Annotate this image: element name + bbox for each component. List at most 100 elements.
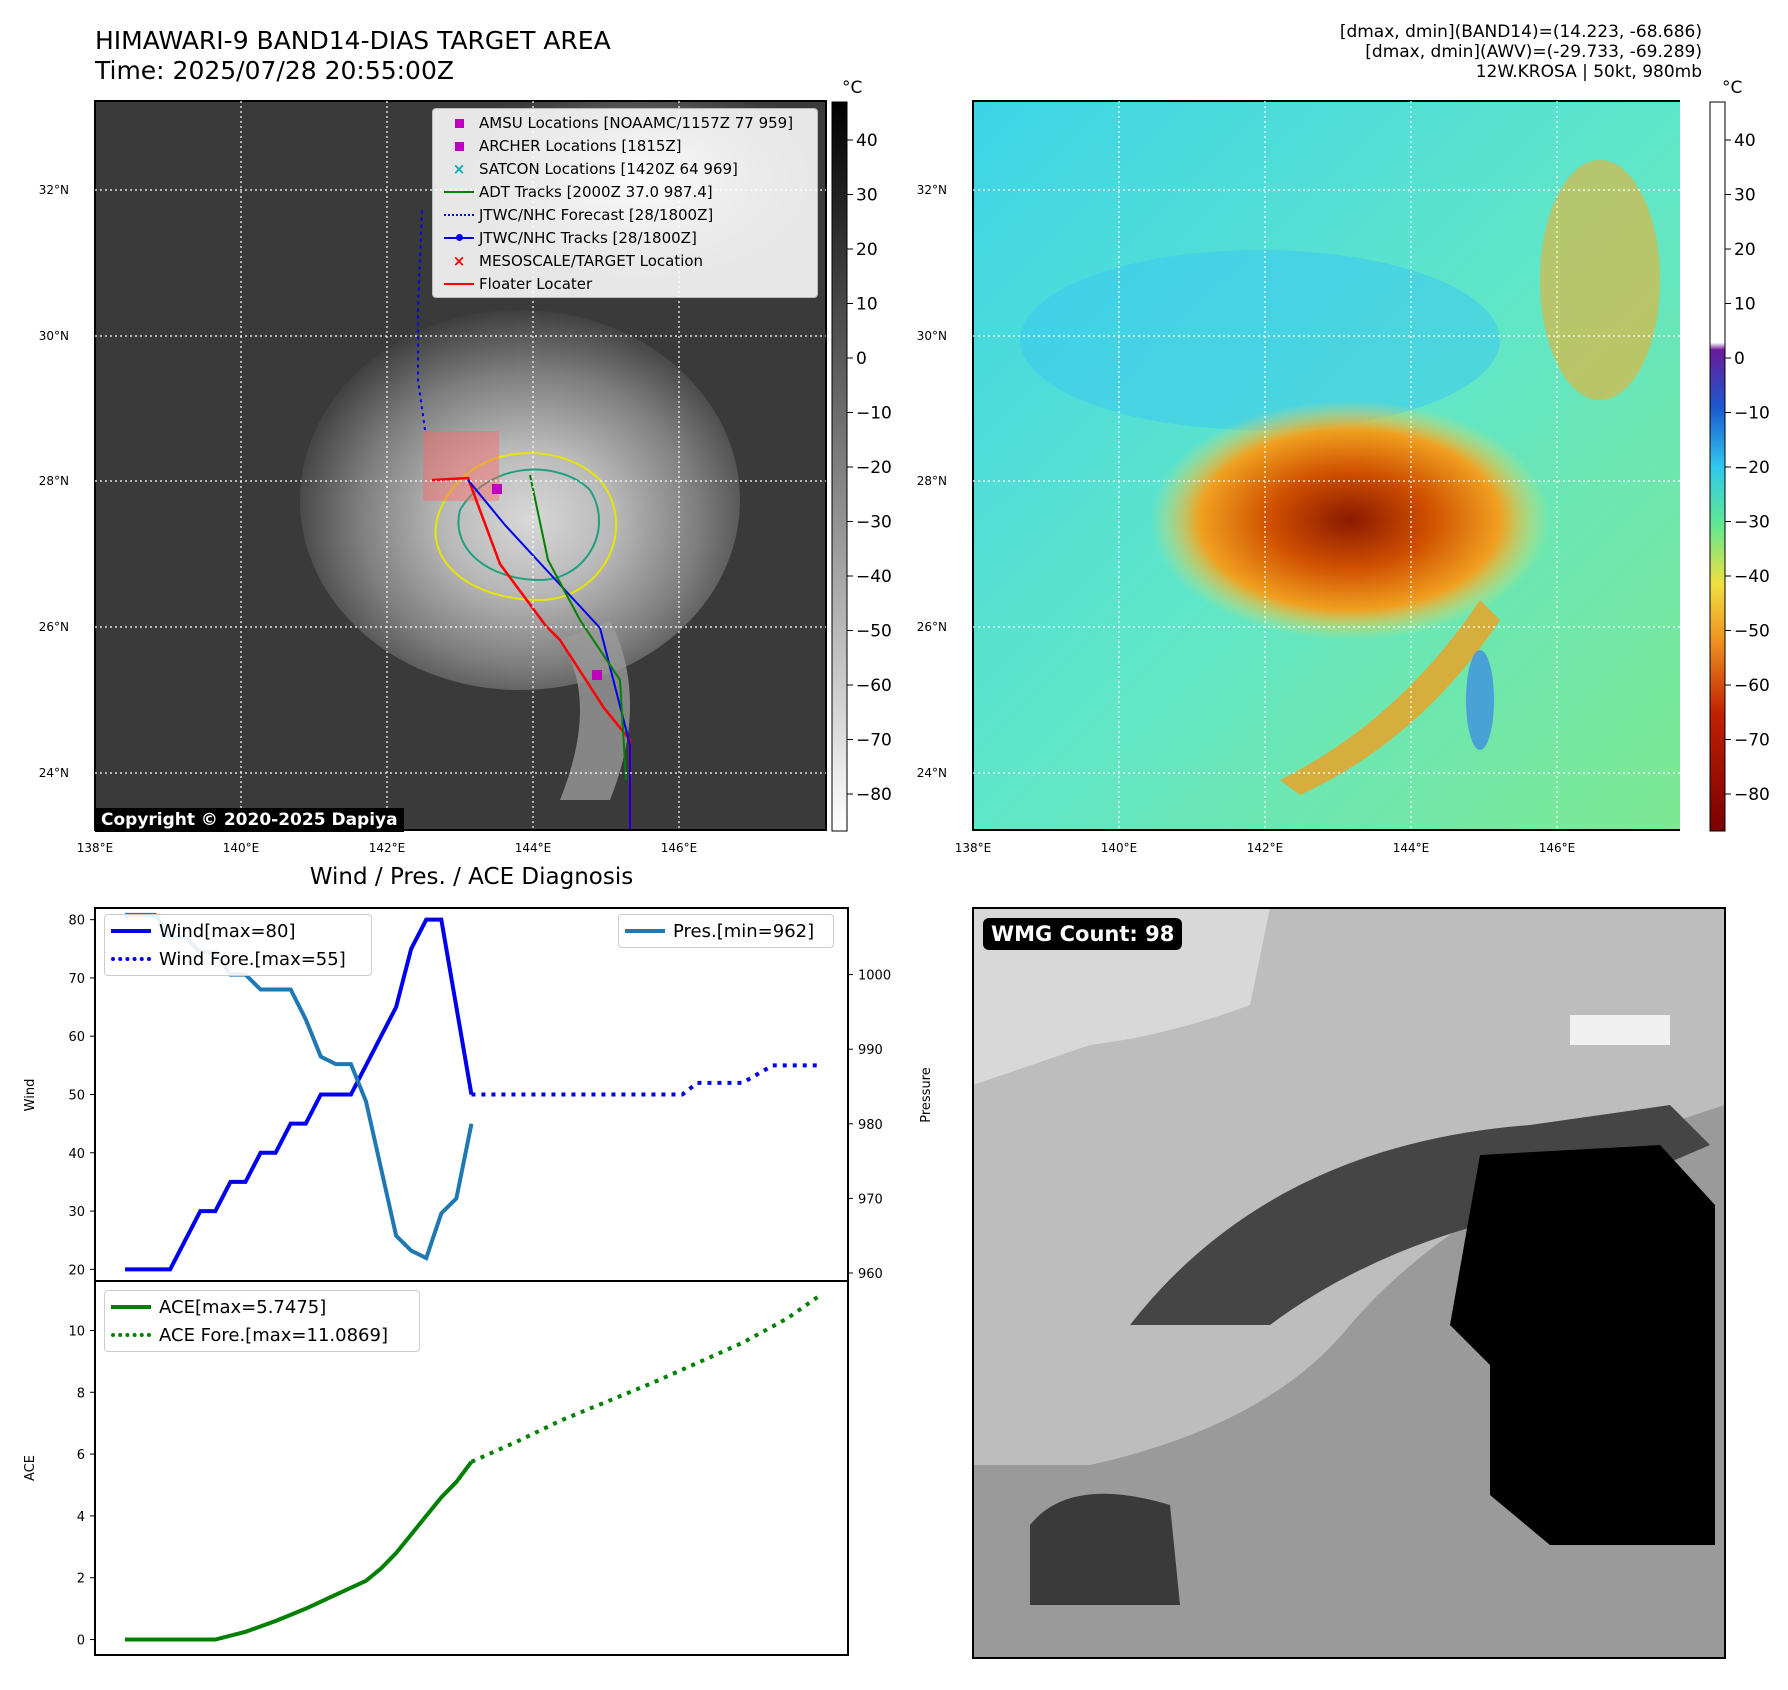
wmg-white-patch — [1570, 1015, 1670, 1045]
legend-marker-icon: × — [452, 159, 466, 178]
ir-contour-yellow — [434, 452, 618, 602]
header-info: [dmax, dmin](BAND14)=(14.223, -68.686) [… — [1102, 22, 1702, 82]
ace-ytick-label: 8 — [77, 1386, 85, 1401]
copyright-label: Copyright © 2020-2025 Dapiya — [95, 808, 404, 832]
cbar-right-tick-label: −90 — [1734, 840, 1770, 841]
series-line-wind — [125, 917, 474, 1272]
wind-ytick-label: 40 — [68, 1147, 85, 1162]
wmg-upper-lighter — [973, 908, 1270, 1085]
legend-label: ACE[max=5.7475] — [159, 1296, 327, 1318]
series-line-ace — [125, 1460, 474, 1642]
cbar-right-tick-label: −50 — [1734, 622, 1770, 642]
legend-marker-icon — [439, 183, 479, 201]
legend-label: Pres.[min=962] — [673, 920, 815, 942]
wind-legend-right: Pres.[min=962] — [618, 914, 834, 948]
legend-label: ACE Fore.[max=11.0869] — [159, 1324, 388, 1346]
awv-lon-label: 138°E — [955, 841, 992, 855]
awv-frame — [972, 100, 1680, 831]
ir-lat-label: 26°N — [39, 620, 69, 634]
wind-ytick-label: 80 — [68, 914, 85, 929]
wmg-count-label: WMG Count: 98 — [983, 918, 1183, 950]
series-line-ace-fore- — [470, 1295, 820, 1464]
cbar-left-tick-label: 10 — [856, 295, 878, 315]
info-line-3: 12W.KROSA | 50kt, 980mb — [1475, 62, 1702, 82]
adt-track — [529, 474, 627, 781]
ace-ytick-label: 4 — [77, 1510, 85, 1525]
legend-swatch-icon — [111, 1305, 151, 1309]
wind-yaxis-ticks: 20 30 40 50 60 70 80 — [68, 914, 95, 1278]
awv-lat-label: 28°N — [917, 474, 947, 488]
wind-ytick-label: 70 — [68, 972, 85, 987]
cbar-left-gradient — [831, 101, 848, 832]
cbar-right-tick-label: 40 — [1734, 131, 1756, 151]
cbar-left-tick-label: −40 — [856, 567, 892, 587]
legend-marker-icon — [439, 206, 479, 224]
legend-label: SATCON Locations [1420Z 64 969] — [479, 159, 738, 178]
awv-lon-label: 142°E — [1247, 841, 1284, 855]
legend-entry: ARCHER Locations [1815Z] — [439, 134, 811, 157]
pressure-ytick-label: 1000 — [858, 969, 891, 984]
legend-marker-icon: × — [452, 251, 466, 270]
cbar-left: 40 30 20 10 0 −10 −20 −30 −40 −50 −60 −70 −80 — [831, 101, 892, 832]
cbar-right-ticks: 40 30 20 10 0 −10 −20 −30 −40 −50 −60 −70 −80 −90 — [1725, 131, 1770, 840]
awv-dry-region — [1020, 250, 1500, 430]
ir-lat-label: 24°N — [39, 766, 69, 780]
cbar-right-tick-label: −40 — [1734, 567, 1770, 587]
floater-box — [423, 431, 499, 501]
cbar-right-unit: °C — [1722, 78, 1743, 98]
best-track — [467, 479, 631, 830]
cbar-right-gradient — [1709, 101, 1726, 832]
legend-label: Wind Fore.[max=55] — [159, 948, 346, 970]
legend-entry: Floater Locater — [439, 272, 811, 295]
ace-ytick-label: 6 — [77, 1448, 85, 1463]
archer-marker — [592, 670, 602, 680]
legend-swatch-icon — [111, 929, 151, 933]
cbar-left-tick-label: −80 — [856, 785, 892, 805]
ir-cloud-core — [300, 310, 740, 690]
cbar-left-tick-label: −70 — [856, 731, 892, 751]
pressure-legend-entry: Pres.[min=962] — [625, 917, 827, 945]
cbar-left-tick-label: −10 — [856, 404, 892, 424]
awv-lon-label: 144°E — [1393, 841, 1430, 855]
legend-swatch-icon — [111, 957, 151, 961]
forecast-track — [417, 209, 426, 431]
legend-entry: ADT Tracks [2000Z 37.0 987.4] — [439, 180, 811, 203]
ace-ytick-label: 2 — [77, 1572, 85, 1587]
cbar-left-tick-label: −20 — [856, 458, 892, 478]
diagnosis-title: Wind / Pres. / ACE Diagnosis — [309, 864, 634, 890]
legend-marker-icon — [439, 229, 479, 247]
pressure-ytick-label: 990 — [858, 1043, 883, 1058]
amsu-marker — [492, 484, 502, 494]
pressure-ytick-label: 980 — [858, 1118, 883, 1133]
ace-series-group — [125, 1295, 820, 1642]
info-line-1: [dmax, dmin](BAND14)=(14.223, -68.686) — [1339, 22, 1702, 42]
ir-lon-label: 138°E — [77, 841, 114, 855]
legend-label: ADT Tracks [2000Z 37.0 987.4] — [479, 182, 713, 201]
legend-label: ARCHER Locations [1815Z] — [479, 136, 682, 155]
awv-gridlines — [973, 101, 1680, 830]
floater-track — [431, 476, 632, 830]
wind-legend-left: Wind[max=80] Wind Fore.[max=55] — [104, 914, 372, 976]
wmg-frame — [972, 907, 1726, 1659]
wind-legend-entry: Wind Fore.[max=55] — [111, 945, 365, 973]
pressure-ylabel: Pressure — [919, 1067, 934, 1123]
wind-ylabel: Wind — [23, 1079, 38, 1112]
cbar-left-tick-label: −50 — [856, 622, 892, 642]
ir-lon-label: 146°E — [661, 841, 698, 855]
awv-storm-core — [1150, 400, 1550, 640]
cbar-right-tick-label: −10 — [1734, 404, 1770, 424]
legend-swatch-icon — [625, 929, 665, 933]
wmg-black-region — [1450, 1145, 1715, 1545]
awv-lat-label: 24°N — [917, 766, 947, 780]
legend-marker-icon — [439, 275, 479, 293]
ir-lat-label: 32°N — [39, 183, 69, 197]
cbar-left-tick-label: 30 — [856, 186, 878, 206]
ir-lon-labels: 138°E 140°E 142°E 144°E 146°E — [77, 841, 698, 855]
cbar-left-unit: °C — [842, 78, 863, 98]
ace-legend: ACE[max=5.7475] ACE Fore.[max=11.0869] — [104, 1290, 420, 1352]
legend-entry: JTWC/NHC Forecast [28/1800Z] — [439, 203, 811, 226]
ace-ylabel: ACE — [23, 1455, 38, 1481]
ir-contour-teal — [457, 468, 601, 582]
cbar-left-ticks: 40 30 20 10 0 −10 −20 −30 −40 −50 −60 −70 −80 — [847, 131, 892, 805]
ir-lon-label: 144°E — [515, 841, 552, 855]
